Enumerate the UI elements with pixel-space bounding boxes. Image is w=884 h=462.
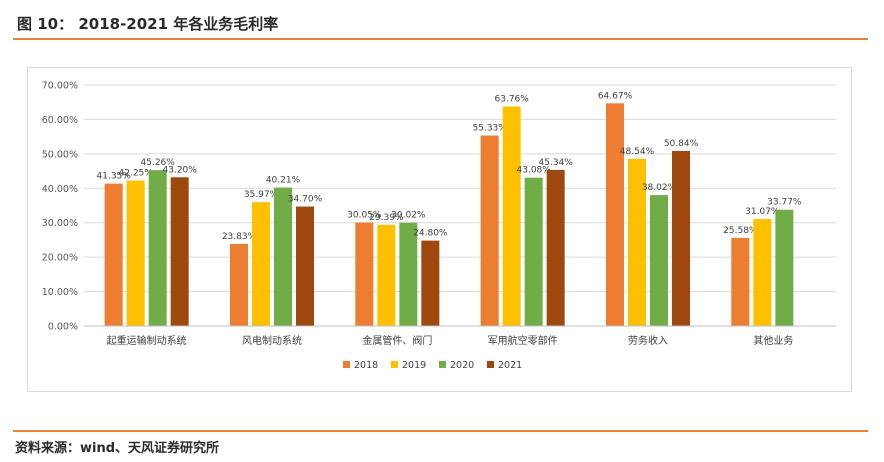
data-label: 29.39% — [369, 213, 404, 223]
bar — [148, 170, 167, 326]
bar — [502, 106, 521, 326]
chart-frame: 0.00% 10.00% 20.00% 30.00% 40.00% 50.00% 60.00… — [27, 67, 852, 392]
y-tick-label: 20.00% — [42, 253, 78, 264]
bar — [650, 195, 668, 326]
data-label: 23.83% — [222, 232, 257, 242]
legend-label: 2020 — [450, 360, 474, 371]
y-tick-label: 40.00% — [42, 184, 78, 195]
legend-swatch — [487, 361, 494, 368]
y-tick-label: 30.00% — [42, 218, 78, 229]
legend-swatch — [391, 361, 398, 368]
bar — [126, 180, 145, 326]
title-divider — [13, 38, 868, 40]
x-tick-label: 劳务收入 — [628, 334, 668, 347]
data-label: 43.20% — [163, 165, 198, 175]
bar — [753, 219, 772, 326]
bar — [274, 187, 292, 326]
x-tick-label: 其他业务 — [753, 334, 793, 347]
x-tick-label: 起重运输制动系统 — [107, 334, 187, 347]
bar — [104, 183, 123, 326]
bar — [775, 209, 794, 326]
data-label: 33.77% — [767, 198, 802, 208]
chart-title: 图 10： 2018-2021 年各业务毛利率 — [17, 15, 279, 33]
data-label: 34.70% — [288, 195, 323, 205]
x-tick-label: 军用航空零部件 — [488, 334, 558, 347]
bar — [546, 169, 565, 326]
bar — [672, 150, 690, 326]
data-label: 55.33% — [473, 124, 508, 134]
x-tick-label: 金属管件、阀门 — [362, 334, 432, 347]
data-label: 38.02% — [642, 183, 677, 193]
data-label: 31.07% — [745, 207, 780, 217]
bar — [480, 135, 499, 326]
bar — [377, 224, 396, 326]
data-label: 41.35% — [97, 172, 132, 182]
bar — [252, 202, 270, 326]
legend-swatch — [439, 361, 446, 368]
legend-label: 2019 — [402, 360, 426, 371]
y-tick-label: 0.00% — [48, 322, 78, 333]
data-label: 45.34% — [539, 158, 574, 168]
bar — [230, 243, 248, 326]
footer-divider — [13, 430, 868, 432]
y-tick-label: 50.00% — [42, 149, 78, 160]
title-row: 图 10： 2018-2021 年各业务毛利率 — [17, 10, 867, 38]
bar — [170, 177, 189, 326]
data-label: 45.26% — [141, 158, 176, 168]
legend-label: 2021 — [498, 360, 522, 371]
legend-swatch — [343, 361, 350, 368]
data-label: 30.05% — [347, 211, 382, 221]
bar-chart: 0.00% 10.00% 20.00% 30.00% 40.00% 50.00% 60.00… — [42, 81, 836, 371]
bar — [296, 206, 314, 326]
data-label: 30.02% — [391, 211, 426, 221]
data-label: 40.21% — [266, 176, 301, 186]
x-tick-label: 风电制动系统 — [242, 334, 302, 347]
bar — [399, 222, 418, 326]
bar — [731, 237, 750, 326]
bar — [355, 222, 374, 326]
bar — [524, 177, 543, 326]
bar — [628, 158, 646, 326]
data-label: 25.58% — [723, 226, 758, 236]
y-tick-label: 60.00% — [42, 115, 78, 126]
bar — [606, 103, 624, 326]
y-tick-label: 70.00% — [42, 81, 78, 92]
data-label: 24.80% — [413, 229, 448, 239]
data-label: 63.76% — [495, 94, 530, 104]
data-label: 35.97% — [244, 190, 279, 200]
bar — [421, 240, 440, 326]
legend-label: 2018 — [354, 360, 378, 371]
data-label: 64.67% — [598, 91, 633, 101]
y-tick-label: 10.00% — [42, 287, 78, 298]
data-label: 42.25% — [119, 169, 154, 179]
source-note: 资料来源：wind、天风证券研究所 — [15, 441, 220, 456]
data-label: 50.84% — [664, 139, 699, 149]
data-label: 48.54% — [620, 147, 655, 157]
data-label: 43.08% — [517, 166, 552, 176]
